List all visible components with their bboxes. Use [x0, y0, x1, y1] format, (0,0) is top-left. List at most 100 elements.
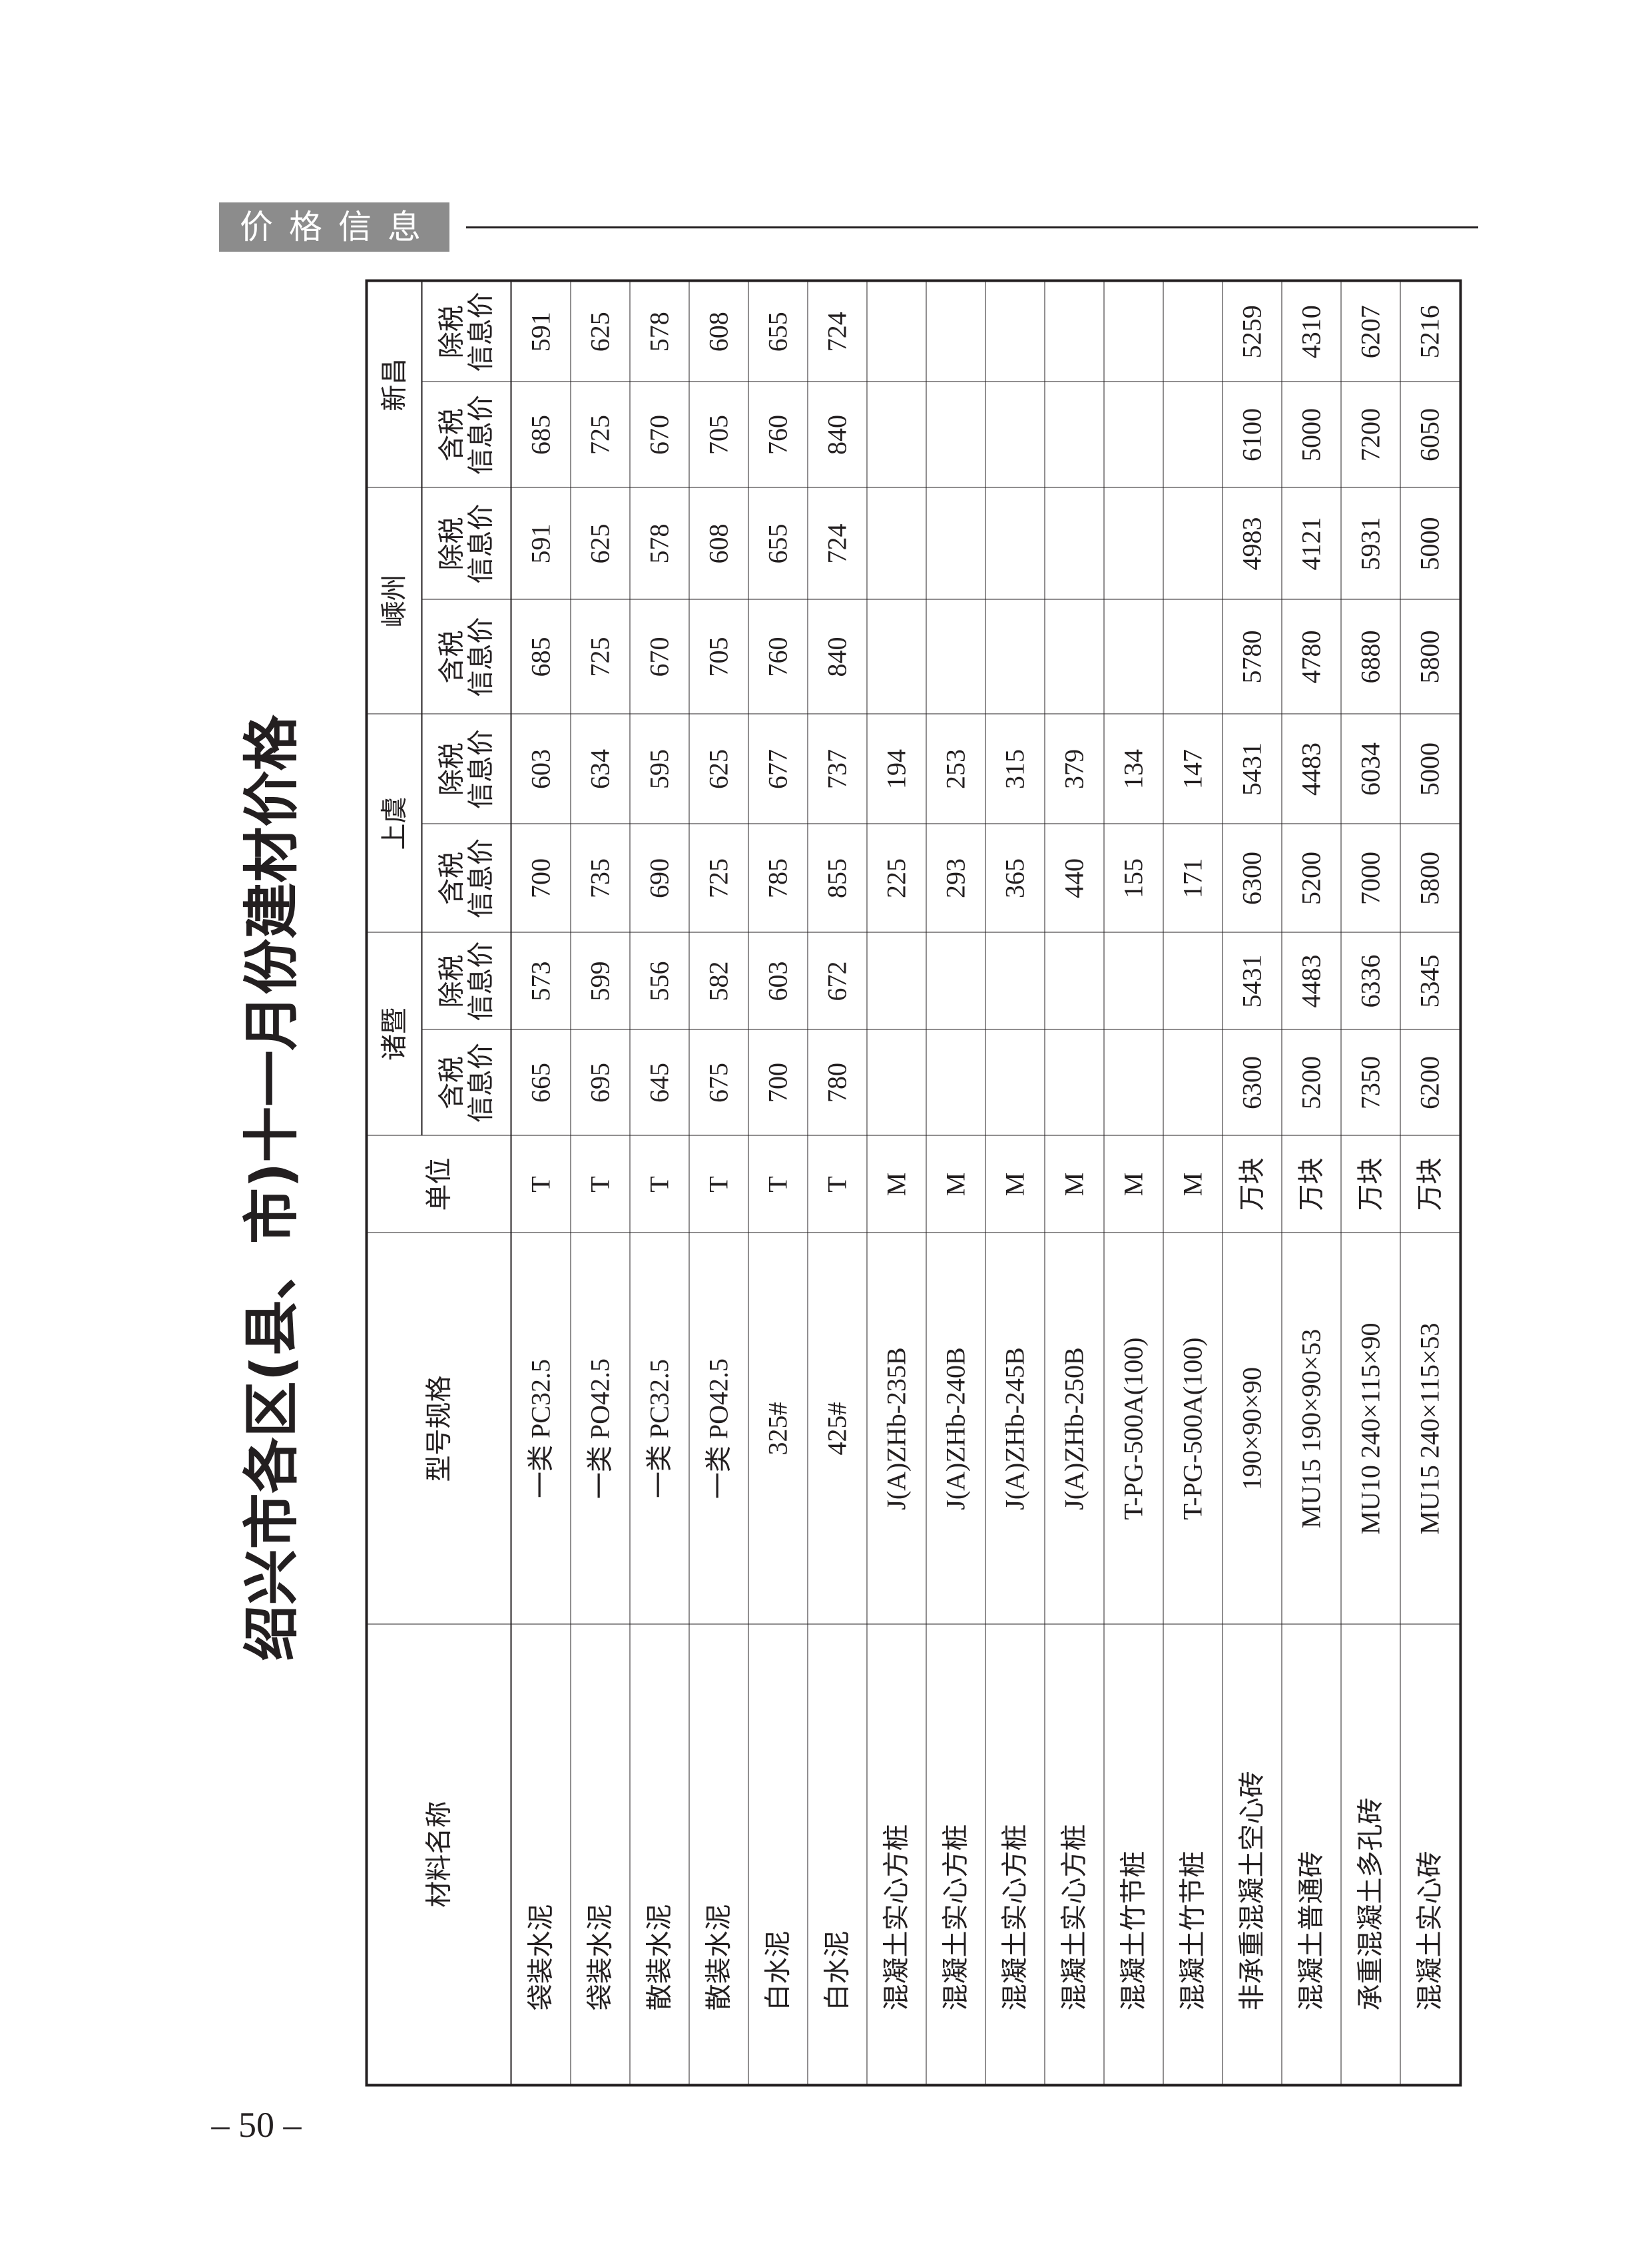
price-tax-incl-cell: 171	[1163, 824, 1223, 933]
price-tax-incl-cell: 670	[630, 599, 689, 714]
price-tax-incl-cell	[926, 1029, 985, 1136]
price-tax-incl-cell: 440	[1045, 824, 1104, 933]
price-tax-incl-cell	[1163, 1029, 1223, 1136]
material-name-cell: 混凝土实心砖	[1400, 1624, 1461, 2086]
table-row: 袋装水泥 一类 PO42.5 T 695 599 735 634 725 625 725 625	[571, 280, 630, 2086]
spec-cell: 190×90×90	[1223, 1233, 1282, 1625]
price-tax-excl-cell	[1045, 487, 1104, 600]
price-tax-incl-cell	[1104, 599, 1163, 714]
table-row: 白水泥 425# T 780 672 855 737 840 724 840 724	[808, 280, 867, 2086]
price-tax-excl-cell: 724	[808, 487, 867, 600]
price-tax-incl-cell	[1045, 382, 1104, 488]
price-tax-incl-cell	[867, 382, 926, 488]
price-tax-excl-cell: 599	[571, 932, 630, 1030]
price-tax-excl-cell	[985, 932, 1045, 1030]
spec-cell: J(A)ZHb-245B	[985, 1233, 1045, 1625]
table-row: 混凝土实心方桩 J(A)ZHb-235B M 225 194	[867, 280, 926, 2086]
price-tax-excl-cell: 625	[571, 280, 630, 382]
price-tax-incl-cell: 6300	[1223, 824, 1282, 933]
price-tax-excl-cell: 379	[1045, 714, 1104, 824]
price-tax-excl-cell: 608	[689, 487, 748, 600]
price-tax-excl-cell: 625	[571, 487, 630, 600]
price-tax-excl-cell: 315	[985, 714, 1045, 824]
header-tax-excl: 除税 信息价	[421, 932, 511, 1030]
material-name-cell: 混凝土普通砖	[1282, 1624, 1341, 2086]
spec-cell: J(A)ZHb-235B	[867, 1233, 926, 1625]
price-tax-excl-cell: 6034	[1341, 714, 1400, 824]
price-tax-incl-cell: 4780	[1282, 599, 1341, 714]
spec-cell: J(A)ZHb-240B	[926, 1233, 985, 1625]
price-tax-incl-cell: 705	[689, 599, 748, 714]
header-district: 诸暨	[366, 932, 422, 1136]
table-row: 混凝土实心方桩 J(A)ZHb-245B M 365 315	[985, 280, 1045, 2086]
page-title: 绍兴市各区(县、市)十一月份建材价格	[239, 714, 304, 1661]
price-tax-excl-cell	[926, 487, 985, 600]
price-tax-excl-cell	[1104, 280, 1163, 382]
price-tax-incl-cell: 365	[985, 824, 1045, 933]
price-tax-excl-cell: 595	[630, 714, 689, 824]
spec-cell: 325#	[748, 1233, 808, 1625]
unit-cell: T	[630, 1135, 689, 1233]
price-tax-excl-cell: 5431	[1223, 714, 1282, 824]
price-tax-excl-cell: 582	[689, 932, 748, 1030]
unit-cell: M	[1163, 1135, 1223, 1233]
unit-cell: T	[689, 1135, 748, 1233]
price-tax-incl-cell: 785	[748, 824, 808, 933]
table-row: 混凝土实心方桩 J(A)ZHb-250B M 440 379	[1045, 280, 1104, 2086]
unit-cell: T	[511, 1135, 571, 1233]
header-tax-excl: 除税 信息价	[421, 487, 511, 600]
price-tax-incl-cell: 6050	[1400, 382, 1461, 488]
price-tax-excl-cell: 724	[808, 280, 867, 382]
price-tax-incl-cell: 5200	[1282, 1029, 1341, 1136]
table-row: 混凝土竹节桩 T-PG-500A(100) M 171 147	[1163, 280, 1223, 2086]
table-row: 混凝土实心方桩 J(A)ZHb-240B M 293 253	[926, 280, 985, 2086]
material-name-cell: 袋装水泥	[511, 1624, 571, 2086]
price-tax-excl-cell: 4483	[1282, 714, 1341, 824]
price-tax-incl-cell: 780	[808, 1029, 867, 1136]
material-name-cell: 混凝土实心方桩	[926, 1624, 985, 2086]
price-tax-excl-cell: 737	[808, 714, 867, 824]
price-tax-incl-cell	[1104, 1029, 1163, 1136]
price-tax-excl-cell: 603	[511, 714, 571, 824]
price-tax-excl-cell: 194	[867, 714, 926, 824]
price-table-container: 材料名称 型号规格 单位 诸暨 上虞 嵊州 新昌 含税 信息价 除税 信息价 含…	[365, 279, 1462, 2087]
material-name-cell: 散装水泥	[630, 1624, 689, 2086]
table-row: 混凝土竹节桩 T-PG-500A(100) M 155 134	[1104, 280, 1163, 2086]
price-tax-incl-cell	[926, 599, 985, 714]
price-tax-incl-cell: 690	[630, 824, 689, 933]
price-tax-excl-cell	[1163, 487, 1223, 600]
price-tax-incl-cell: 685	[511, 382, 571, 488]
price-tax-incl-cell: 6100	[1223, 382, 1282, 488]
page-number: – 50 –	[211, 2105, 302, 2145]
price-table: 材料名称 型号规格 单位 诸暨 上虞 嵊州 新昌 含税 信息价 除税 信息价 含…	[365, 279, 1462, 2087]
price-tax-excl-cell	[867, 932, 926, 1030]
unit-cell: 万块	[1341, 1135, 1400, 1233]
price-tax-incl-cell	[926, 382, 985, 488]
unit-cell: M	[985, 1135, 1045, 1233]
price-tax-excl-cell	[1163, 280, 1223, 382]
header-district: 嵊州	[366, 487, 422, 714]
price-tax-excl-cell: 4483	[1282, 932, 1341, 1030]
price-tax-excl-cell	[985, 280, 1045, 382]
price-tax-excl-cell	[867, 280, 926, 382]
price-tax-excl-cell: 147	[1163, 714, 1223, 824]
material-name-cell: 混凝土实心方桩	[985, 1624, 1045, 2086]
price-tax-incl-cell: 675	[689, 1029, 748, 1136]
table-row: 白水泥 325# T 700 603 785 677 760 655 760 655	[748, 280, 808, 2086]
unit-cell: T	[808, 1135, 867, 1233]
price-tax-excl-cell: 655	[748, 487, 808, 600]
unit-cell: M	[1045, 1135, 1104, 1233]
price-tax-excl-cell	[926, 932, 985, 1030]
spec-cell: 一类 PO42.5	[689, 1233, 748, 1625]
price-tax-incl-cell: 855	[808, 824, 867, 933]
price-tax-incl-cell: 735	[571, 824, 630, 933]
header-tax-incl: 含税 信息价	[421, 1029, 511, 1136]
spec-cell: MU10 240×115×90	[1341, 1233, 1400, 1625]
price-tax-incl-cell	[985, 1029, 1045, 1136]
price-tax-incl-cell: 840	[808, 382, 867, 488]
price-tax-incl-cell	[1163, 599, 1223, 714]
spec-cell: 425#	[808, 1233, 867, 1625]
price-tax-excl-cell: 5000	[1400, 714, 1461, 824]
material-name-cell: 袋装水泥	[571, 1624, 630, 2086]
price-tax-incl-cell	[985, 382, 1045, 488]
